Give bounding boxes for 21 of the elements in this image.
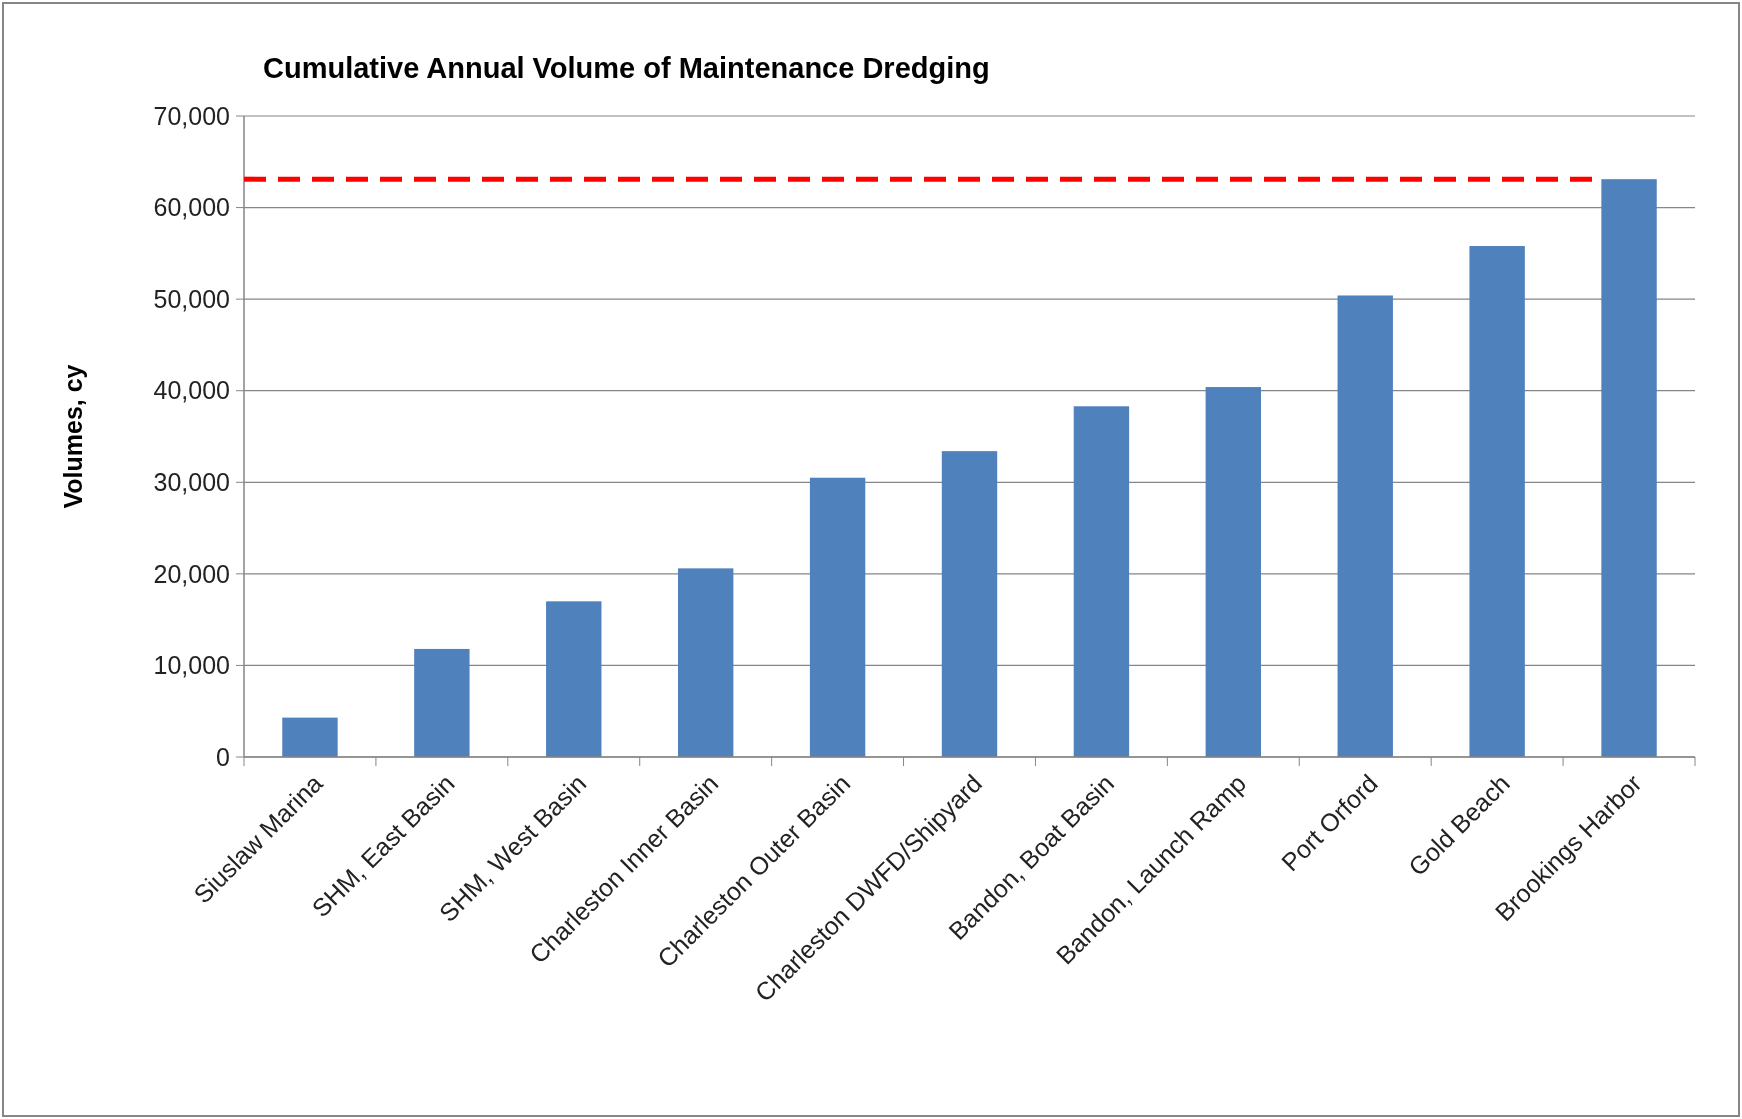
bar [809, 477, 866, 757]
y-tick-label: 10,000 [153, 651, 230, 680]
y-tick-label: 30,000 [153, 468, 230, 497]
chart-title: Cumulative Annual Volume of Maintenance Dredging [263, 52, 990, 84]
y-tick-label: 50,000 [153, 284, 230, 313]
y-axis-title: Volumes, cy [59, 364, 87, 509]
bar [1337, 295, 1393, 757]
y-tick-label: 60,000 [153, 193, 230, 222]
bar [546, 601, 602, 757]
bar [941, 451, 998, 757]
bar [414, 648, 470, 757]
y-tick-label: 0 [216, 742, 230, 771]
bar [1601, 179, 1657, 757]
y-tick-label: 20,000 [153, 559, 230, 588]
y-tick-label: 70,000 [153, 101, 230, 130]
bar [282, 717, 338, 757]
bar [1469, 246, 1525, 757]
bar [677, 568, 734, 757]
y-tick-label: 40,000 [153, 376, 230, 405]
bar [1073, 406, 1130, 757]
bar [1205, 387, 1262, 757]
